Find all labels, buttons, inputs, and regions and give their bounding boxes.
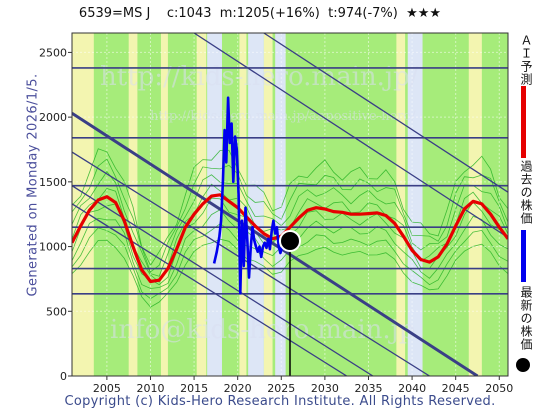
bg-green-line-6 [72, 158, 508, 273]
bg-band-4 [239, 33, 247, 376]
bg-green-line-7 [72, 148, 508, 267]
channel-line-bold [72, 111, 479, 376]
bg-band-11 [407, 33, 423, 376]
legend-past-price-label: 過去の株価 [519, 160, 533, 225]
median-price: m:1205(+16%) [219, 6, 320, 21]
x-tick-label-6: 2035 [354, 382, 382, 395]
bg-band-2 [160, 33, 168, 376]
target-price: t:974(-7%) [328, 6, 398, 21]
x-tick-label-5: 2030 [311, 382, 339, 395]
legend-latest-price: 最新の株価 [512, 286, 538, 376]
latest-marker [279, 230, 301, 376]
x-tick-label-0: 2005 [93, 382, 121, 395]
bg-green-line-5 [72, 170, 508, 277]
chart-header: 6539=MS J c:1043 m:1205(+16%) t:974(-7%)… [0, 6, 520, 21]
x-tick-label-2: 2015 [180, 382, 208, 395]
channel-line-4 [193, 33, 508, 239]
watermark-top: http://kids-hero.main.jp/ [100, 62, 419, 92]
channel-line-5 [263, 33, 508, 193]
background-bands [72, 33, 508, 376]
x-tick-label-1: 2010 [136, 382, 164, 395]
x-axis: 2005 2010 2015 2020 2025 2030 2035 2040 2045 2050 [93, 376, 513, 395]
bg-band-0 [72, 33, 94, 376]
legend-ai-forecast-label: ＡＩ予測 [519, 34, 533, 86]
series [72, 96, 508, 295]
y-tick-label-2: 1000 [39, 241, 67, 254]
legend-latest-price-dot [516, 358, 530, 372]
bg-band-6 [396, 33, 406, 376]
y-tick-label-1: 500 [46, 305, 67, 318]
rating-stars: ★★★ [406, 6, 442, 21]
bg-band-10 [275, 33, 286, 376]
legend-past-price: 過去の株価 [512, 160, 538, 282]
y-tick-label-5: 2500 [39, 46, 67, 59]
x-tick-label-9: 2050 [485, 382, 513, 395]
series-line-1 [212, 96, 291, 295]
bg-band-9 [248, 33, 264, 376]
bg-band-5 [263, 33, 273, 376]
x-tick-label-4: 2025 [267, 382, 295, 395]
y-axis: 0 500 1000 1500 2000 2500 [39, 46, 72, 383]
x-tick-label-8: 2045 [442, 382, 470, 395]
x-tick-label-3: 2020 [224, 382, 252, 395]
channel-line-3 [72, 203, 348, 376]
watermark-mid: http://kids-hero.main.jp/anpositive-hero… [150, 109, 416, 124]
stock-code: 6539=MS J [78, 6, 151, 21]
legend-past-price-swatch [521, 230, 526, 282]
series-line-0 [72, 193, 508, 284]
copyright-footer: Copyright (c) Kids-Hero Research Institu… [64, 394, 496, 409]
plot-border [71, 32, 509, 377]
legend-ai-forecast-swatch [521, 86, 526, 158]
legend-latest-price-label: 最新の株価 [519, 286, 533, 351]
y-tick-label-4: 2000 [39, 111, 67, 124]
x-tick-label-7: 2040 [398, 382, 426, 395]
bg-band-1 [128, 33, 138, 376]
legend-ai-forecast: ＡＩ予測 [512, 34, 538, 158]
y-tick-label-0: 0 [60, 370, 67, 383]
current-price: c:1043 [166, 6, 212, 21]
watermark-bottom: info@kids-hero.main.jp [110, 315, 415, 345]
y-tick-label-3: 1500 [39, 176, 67, 189]
latest-price-point [279, 230, 301, 253]
